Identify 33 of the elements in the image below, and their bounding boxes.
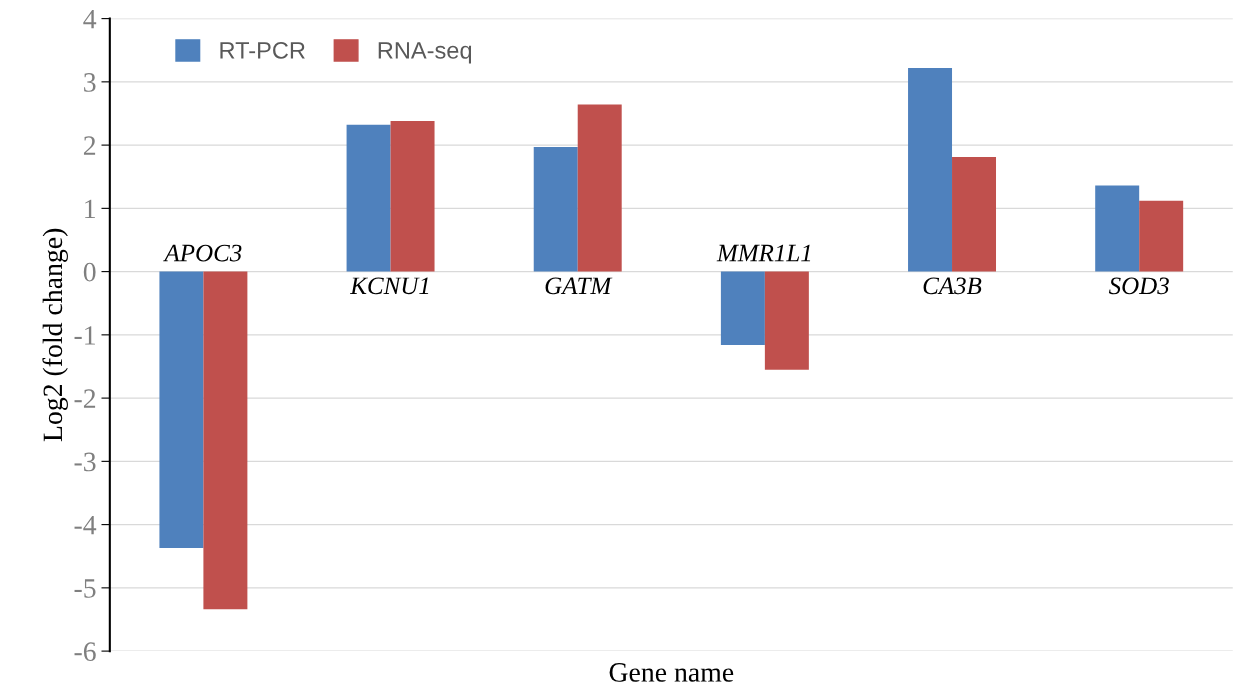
x-tick-label: MMR1L1: [716, 244, 811, 262]
y-tick-label: -3: [74, 452, 96, 472]
x-tick-label: KCNU1: [349, 277, 429, 295]
bar: [346, 124, 391, 272]
y-tick-label: -2: [74, 389, 96, 408]
bar: [952, 157, 997, 272]
y-tick-label: 2: [83, 136, 96, 155]
y-tick-label: 1: [85, 199, 95, 218]
bar: [1095, 185, 1140, 272]
x-axis-title: Gene name: [609, 663, 734, 682]
bar: [908, 67, 953, 272]
bar: [390, 121, 435, 272]
y-tick-label: -4: [74, 515, 97, 535]
bar: [764, 271, 809, 370]
bar: [577, 104, 622, 272]
y-tick-label: 0: [83, 262, 96, 282]
x-tick-label: GATM: [545, 277, 613, 295]
bar: [203, 271, 248, 610]
y-tick-label: -5: [74, 579, 96, 598]
legend-label: RT-PCR: [220, 42, 305, 59]
y-tick-label: 4: [83, 9, 97, 29]
y-tick-label: -1: [74, 326, 95, 345]
y-tick-label: 3: [84, 73, 96, 92]
x-tick-label: APOC3: [163, 244, 242, 262]
legend-label: RNA-seq: [378, 42, 472, 64]
x-tick-label: CA3B: [923, 277, 982, 295]
y-axis-title: Log2 (fold change): [42, 228, 68, 442]
bar: [1139, 200, 1184, 272]
y-tick-label: -6: [74, 642, 96, 662]
x-tick-label: SOD3: [1108, 277, 1169, 295]
bar: [159, 271, 204, 549]
bar: [533, 147, 578, 272]
bar: [720, 271, 765, 345]
